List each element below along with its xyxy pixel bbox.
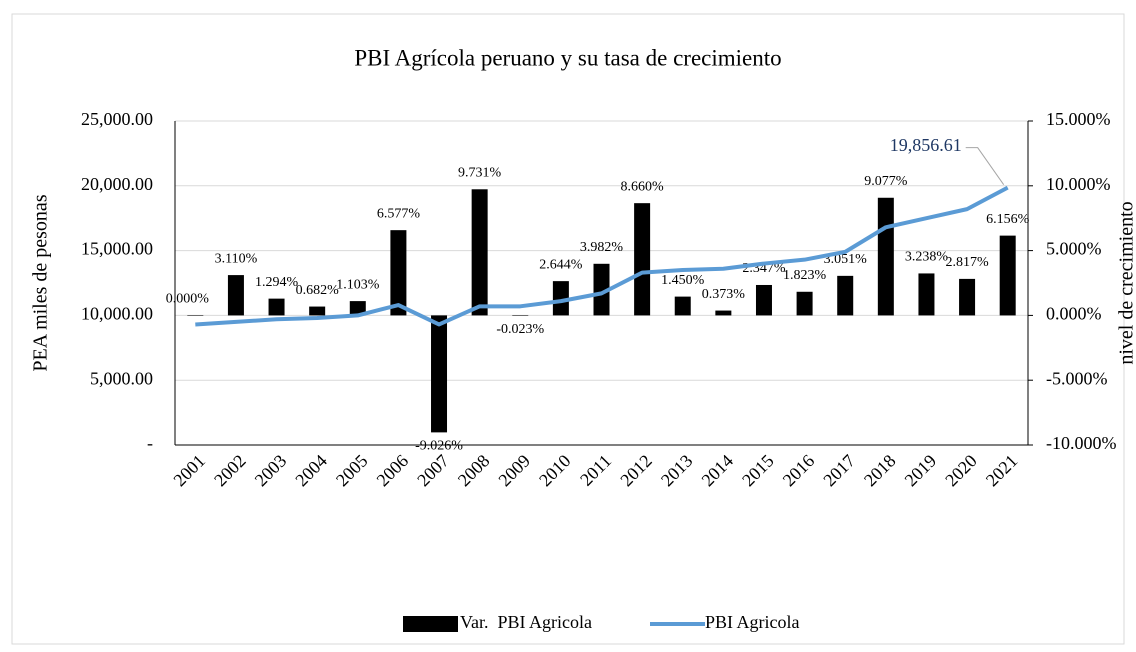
bar: [431, 315, 448, 433]
bar: [674, 296, 691, 316]
bar: [268, 298, 285, 316]
legend-label: PBI Agricola: [705, 612, 800, 632]
data-label: 3.982%: [580, 240, 624, 255]
data-label: 0.000%: [166, 292, 210, 307]
chart-title: PBI Agrícola peruano y su tasa de crecim…: [354, 45, 781, 70]
data-label: 1.103%: [336, 277, 380, 292]
bar: [593, 263, 610, 316]
y-tick-label: 10,000.00: [81, 304, 153, 324]
legend-swatch: [403, 616, 458, 632]
y2-tick-label: 15.000%: [1046, 109, 1111, 129]
y-tick-label: 5,000.00: [90, 368, 153, 388]
bar: [999, 235, 1016, 316]
bar: [512, 315, 529, 316]
y2-tick-label: 0.000%: [1046, 304, 1102, 324]
data-label: 8.660%: [621, 179, 665, 194]
bar: [471, 189, 488, 316]
data-label: 1.450%: [661, 273, 705, 288]
data-label: 2.644%: [539, 257, 583, 272]
bar: [959, 278, 976, 316]
bar: [390, 230, 407, 316]
leader-line: [965, 147, 1005, 185]
data-label: 3.238%: [905, 250, 949, 265]
bar: [227, 275, 244, 316]
bar: [552, 281, 569, 316]
data-label: 6.577%: [377, 206, 421, 221]
data-label: -9.026%: [415, 439, 463, 454]
data-label: 0.682%: [296, 283, 340, 298]
data-label: 19,856.61: [890, 135, 962, 155]
bar: [634, 203, 651, 316]
data-label: 1.294%: [255, 275, 299, 290]
legend-label: Var. PBI Agricola: [460, 612, 592, 632]
y-tick-label: 20,000.00: [81, 174, 153, 194]
y2-tick-label: -10.000%: [1046, 433, 1117, 453]
line: [195, 185, 1009, 327]
y2-tick-label: -5.000%: [1046, 368, 1108, 388]
y2-axis-title: nivel de crecimiento: [1116, 201, 1136, 364]
bar: [918, 273, 935, 316]
y-tick-label: 25,000.00: [81, 109, 153, 129]
y2-tick-label: 10.000%: [1046, 174, 1111, 194]
bar: [715, 310, 732, 316]
data-label: 0.373%: [702, 287, 746, 302]
y2-tick-label: 5.000%: [1046, 239, 1102, 259]
data-label: -0.023%: [496, 322, 544, 337]
data-label: 3.110%: [215, 251, 258, 266]
bar: [755, 284, 772, 316]
y-axis-title: PEA miles de pesonas: [30, 194, 52, 371]
data-label: 9.731%: [458, 166, 502, 181]
data-label: 9.077%: [864, 174, 908, 189]
bar: [187, 315, 204, 316]
data-label: 1.823%: [783, 268, 827, 283]
y-tick-label: -: [147, 433, 153, 453]
chart-border: [11, 13, 1125, 645]
bar: [837, 275, 854, 316]
data-label: 6.156%: [986, 212, 1030, 227]
bar: [309, 306, 326, 316]
bar: [349, 301, 366, 316]
data-label: 2.817%: [945, 255, 989, 270]
y-tick-label: 15,000.00: [81, 239, 153, 259]
bar: [877, 197, 894, 316]
bar: [796, 291, 813, 316]
